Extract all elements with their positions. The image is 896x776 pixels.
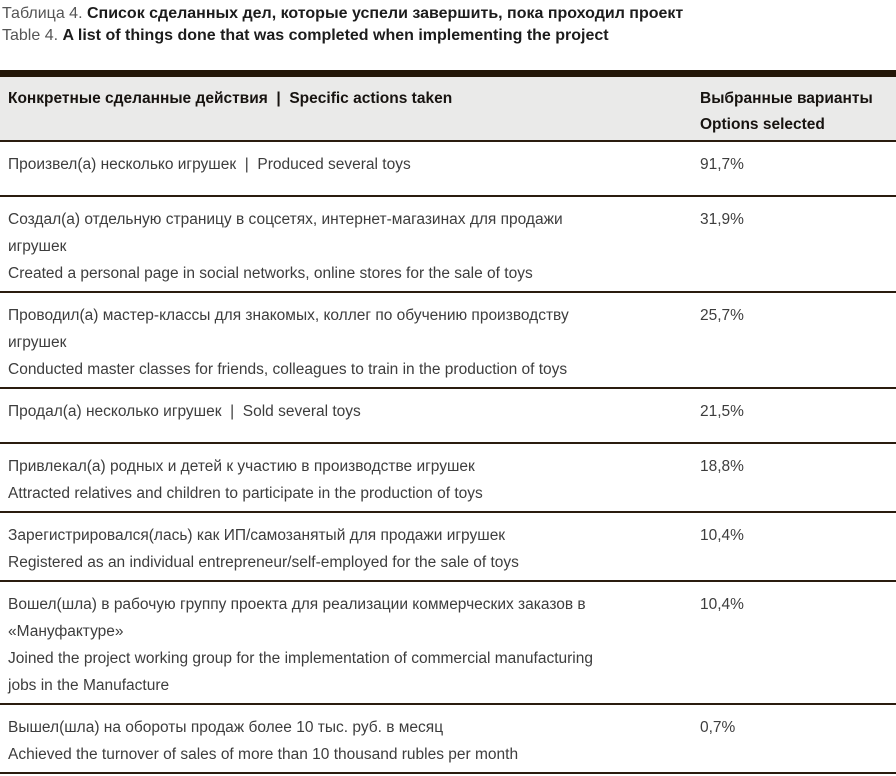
table-row: Проводил(а) мастер-классы для знакомых, … bbox=[0, 293, 896, 389]
caption-ru-prefix: Таблица 4. bbox=[2, 5, 87, 22]
caption-ru-title: Список сделанных дел, которые успели зав… bbox=[86, 5, 684, 22]
table-row: Вошел(шла) в рабочую группу проекта для … bbox=[0, 582, 896, 705]
table-row: Вышел(шла) на обороты продаж более 10 ты… bbox=[0, 705, 896, 774]
results-table: Конкретные сделанные действия | Specific… bbox=[0, 70, 896, 774]
header-actions-column: Конкретные сделанные действия | Specific… bbox=[8, 90, 453, 107]
row-actions-text: Вошел(шла) в рабочую группу проекта для … bbox=[8, 596, 593, 694]
row-value: 21,5% bbox=[700, 403, 744, 420]
row-value: 10,4% bbox=[700, 527, 744, 544]
row-value: 25,7% bbox=[700, 307, 744, 324]
table-caption: Таблица 4. Список сделанных дел, которые… bbox=[0, 0, 896, 47]
caption-line-en: Table 4. A list of things done that was … bbox=[2, 25, 896, 47]
row-value: 31,9% bbox=[700, 211, 744, 228]
row-value: 0,7% bbox=[700, 719, 736, 736]
caption-en-title: A list of things done that was completed… bbox=[62, 27, 609, 44]
row-value: 91,7% bbox=[700, 156, 744, 173]
row-actions-text: Зарегистрировался(лась) как ИП/самозанят… bbox=[8, 527, 519, 571]
header-options-column: Выбранные варианты Options selected bbox=[700, 90, 873, 133]
table-row: Продал(а) несколько игрушек | Sold sever… bbox=[0, 389, 896, 444]
row-actions-text: Произвел(а) несколько игрушек | Produced… bbox=[8, 156, 411, 173]
table-row: Зарегистрировался(лась) как ИП/самозанят… bbox=[0, 513, 896, 582]
row-value: 18,8% bbox=[700, 458, 744, 475]
row-actions-text: Создал(а) отдельную страницу в соцсетях,… bbox=[8, 211, 563, 282]
table-row: Привлекал(а) родных и детей к участию в … bbox=[0, 444, 896, 513]
row-actions-text: Вышел(шла) на обороты продаж более 10 ты… bbox=[8, 719, 519, 763]
caption-line-ru: Таблица 4. Список сделанных дел, которые… bbox=[2, 3, 896, 25]
table-header-row: Конкретные сделанные действия | Specific… bbox=[0, 77, 896, 142]
caption-en-prefix: Table 4. bbox=[2, 27, 63, 44]
table-row: Создал(а) отдельную страницу в соцсетях,… bbox=[0, 197, 896, 293]
row-actions-text: Проводил(а) мастер-классы для знакомых, … bbox=[8, 307, 569, 378]
row-actions-text: Продал(а) несколько игрушек | Sold sever… bbox=[8, 403, 361, 420]
row-actions-text: Привлекал(а) родных и детей к участию в … bbox=[8, 458, 483, 502]
row-value: 10,4% bbox=[700, 596, 744, 613]
table-row: Произвел(а) несколько игрушек | Produced… bbox=[0, 142, 896, 197]
